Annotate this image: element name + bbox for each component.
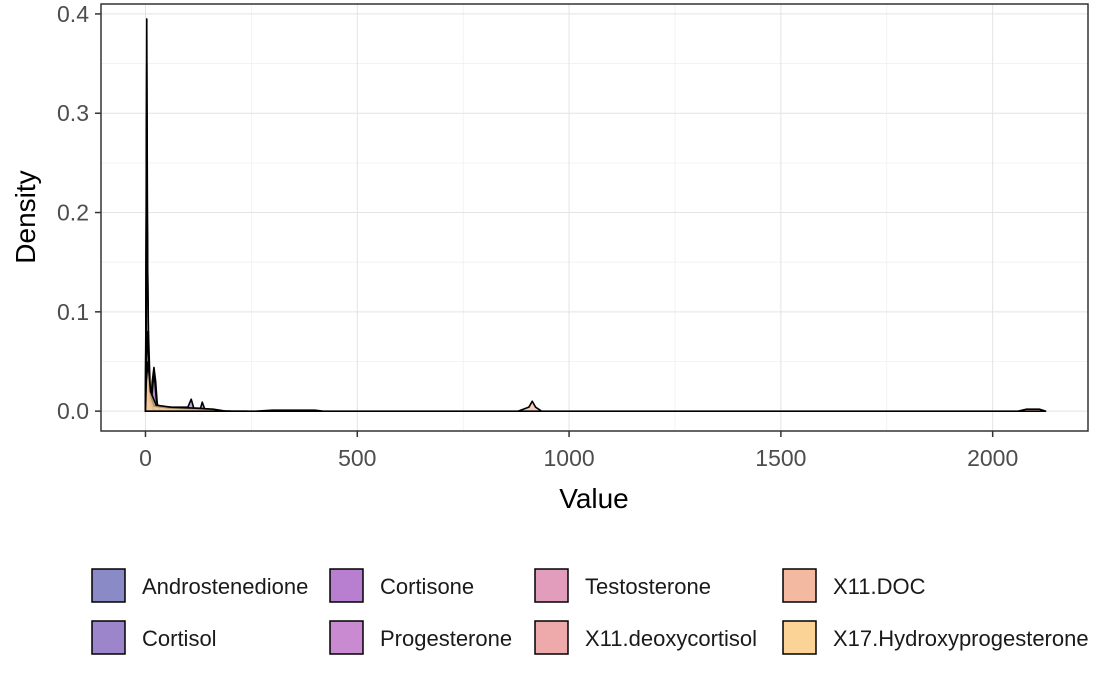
legend-item: Androstenedione: [91, 568, 308, 603]
y-tick-label: 0.1: [57, 299, 89, 325]
axes: 0 500 1000 1500 2000 0.0 0.1 0.2 0.3 0.4: [57, 1, 1018, 471]
legend-item: X11.DOC: [782, 568, 926, 603]
legend-swatch: [329, 568, 364, 603]
legend-swatch: [534, 620, 569, 655]
density-series: [144, 18, 1047, 412]
x-axis-title: Value: [559, 483, 629, 514]
y-tick-label: 0.3: [57, 100, 89, 126]
legend-item: Progesterone: [329, 620, 512, 655]
legend-item: Cortisone: [329, 568, 474, 603]
legend-label: Cortisol: [142, 626, 217, 651]
legend-swatch: [91, 568, 126, 603]
y-axis-title: Density: [10, 170, 41, 263]
y-tick-label: 0.4: [57, 1, 89, 27]
legend-item: X11.deoxycortisol: [534, 620, 757, 655]
y-tick-label: 0.2: [57, 200, 89, 226]
density-area-x17-hydroxyprogesterone: [144, 360, 248, 412]
legend: Androstenedione Cortisol Cortisone Progeste…: [91, 568, 1089, 655]
legend-label: Cortisone: [380, 574, 474, 599]
legend-label: X11.DOC: [833, 574, 926, 599]
x-tick-label: 1000: [543, 445, 594, 471]
legend-swatch: [534, 568, 569, 603]
plot-border: [100, 3, 1089, 432]
legend-label: Testosterone: [585, 574, 711, 599]
legend-swatch: [91, 620, 126, 655]
legend-label: Androstenedione: [142, 574, 308, 599]
x-tick-label: 500: [338, 445, 376, 471]
legend-swatch: [782, 568, 817, 603]
y-tick-label: 0.0: [57, 398, 89, 424]
legend-swatch: [329, 620, 364, 655]
x-tick-label: 0: [139, 445, 152, 471]
x-tick-label: 1500: [755, 445, 806, 471]
x-tick-label: 2000: [967, 445, 1018, 471]
legend-swatch: [782, 620, 817, 655]
plot-background: [101, 4, 1088, 431]
legend-item: Testosterone: [534, 568, 711, 603]
legend-item: X17.Hydroxyprogesterone: [782, 620, 1089, 655]
legend-label: X17.Hydroxyprogesterone: [833, 626, 1089, 651]
legend-label: Progesterone: [380, 626, 512, 651]
legend-item: Cortisol: [91, 620, 217, 655]
legend-label: X11.deoxycortisol: [585, 626, 757, 651]
